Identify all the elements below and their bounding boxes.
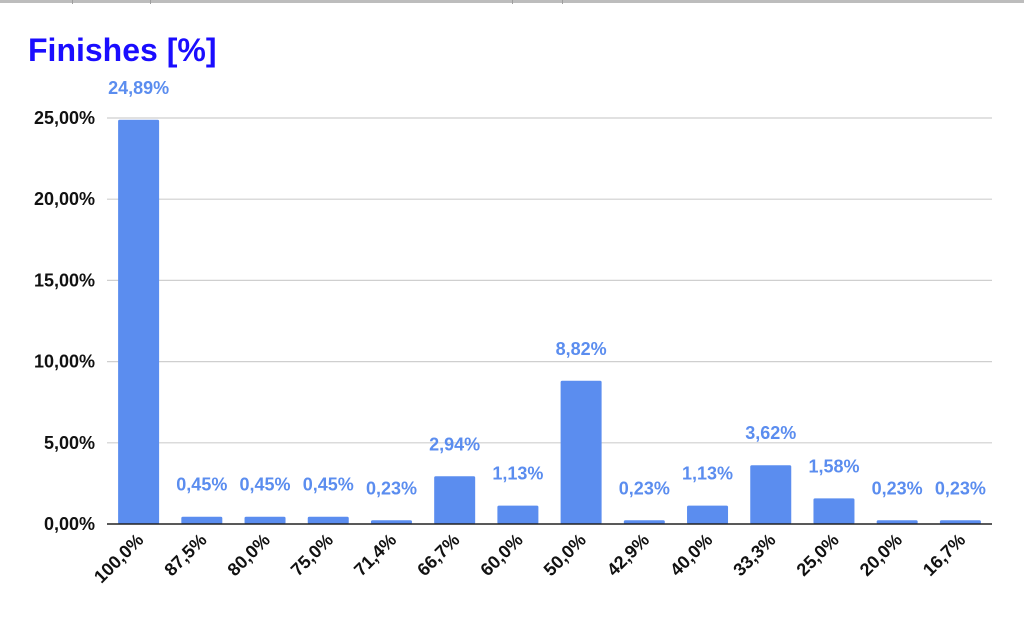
bar [813, 498, 855, 524]
y-tick-label: 10,00% [34, 352, 95, 372]
data-label: 1,58% [808, 456, 859, 476]
bar [939, 520, 981, 524]
data-label: 0,23% [872, 478, 923, 498]
bar [118, 119, 160, 524]
x-tick-label: 16,7% [919, 530, 969, 580]
bar [687, 505, 729, 524]
data-label: 1,13% [492, 464, 543, 484]
data-label: 0,23% [935, 478, 986, 498]
bar [560, 380, 602, 524]
x-tick-label: 42,9% [603, 530, 653, 580]
bar [244, 516, 286, 524]
x-tick-label: 50,0% [540, 530, 590, 580]
chart-title: Finishes [%] [28, 32, 217, 68]
top-border-tick [512, 0, 513, 4]
bar [181, 516, 223, 524]
x-tick-label: 80,0% [224, 530, 274, 580]
top-border-tick [562, 0, 563, 4]
bar [497, 505, 539, 524]
y-tick-label: 15,00% [34, 270, 95, 290]
data-label: 2,94% [429, 434, 480, 454]
data-label: 0,45% [240, 475, 291, 495]
y-tick-label: 0,00% [44, 514, 95, 534]
data-label: 3,62% [745, 423, 796, 443]
bar [307, 516, 349, 524]
x-tick-label: 20,0% [856, 530, 906, 580]
x-tick-label: 100,0% [90, 530, 147, 587]
data-label: 0,45% [303, 475, 354, 495]
top-border-tick [150, 0, 151, 4]
data-label: 8,82% [556, 339, 607, 359]
y-tick-label: 25,00% [34, 108, 95, 128]
data-label: 1,13% [682, 464, 733, 484]
data-label: 0,45% [176, 475, 227, 495]
y-tick-label: 20,00% [34, 189, 95, 209]
x-tick-label: 87,5% [160, 530, 210, 580]
x-tick-label: 66,7% [413, 530, 463, 580]
x-tick-label: 60,0% [476, 530, 526, 580]
bar [434, 476, 476, 524]
x-tick-label: 75,0% [287, 530, 337, 580]
data-label: 24,89% [108, 78, 169, 98]
bar [750, 465, 792, 524]
top-border-tick [72, 0, 73, 4]
bar [370, 520, 412, 524]
y-tick-label: 5,00% [44, 433, 95, 453]
data-label: 0,23% [619, 478, 670, 498]
x-tick-label: 71,4% [350, 530, 400, 580]
x-tick-label: 40,0% [666, 530, 716, 580]
x-tick-label: 33,3% [729, 530, 779, 580]
data-label: 0,23% [366, 478, 417, 498]
x-tick-label: 25,0% [793, 530, 843, 580]
bar [876, 520, 918, 524]
bar [623, 520, 665, 524]
